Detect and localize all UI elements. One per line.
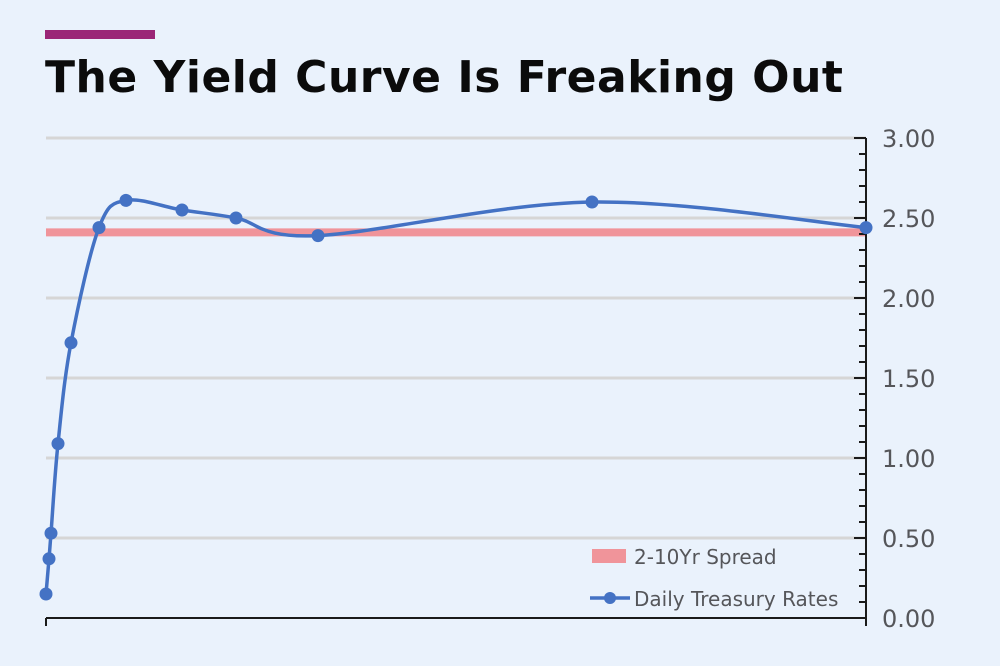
legend-rates-marker [604,592,616,604]
axes: 0.00 0.50 1.00 1.50 2.00 2.50 3.00 [45,125,935,633]
treasury-rate-point [64,336,78,350]
y-tick-label: 0.50 [882,525,935,553]
treasury-rate-point [585,195,599,209]
y-tick-label: 2.00 [882,285,935,313]
treasury-rate-point [51,437,65,451]
y-tick-label: 2.50 [882,205,935,233]
title-accent-bar [45,30,155,39]
chart-title: The Yield Curve Is Freaking Out [45,52,844,103]
treasury-rate-point [175,203,189,217]
treasury-rate-point [119,193,133,207]
legend-spread-label: 2-10Yr Spread [634,545,777,569]
treasury-rates-line [44,198,867,595]
legend: 2-10Yr Spread Daily Treasury Rates [590,545,838,611]
y-tick-label: 1.50 [882,365,935,393]
treasury-rate-point [92,221,106,235]
treasury-rate-point [44,526,58,540]
treasury-rate-point [859,221,873,235]
legend-spread-swatch [592,549,626,563]
y-tick-label: 0.00 [882,605,935,633]
legend-rates-label: Daily Treasury Rates [634,587,838,611]
treasury-rate-point [229,211,243,225]
series-layer [39,193,873,601]
gridlines [46,136,866,540]
treasury-rate-point [311,229,325,243]
treasury-rate-point [42,552,56,566]
y-tick-label: 3.00 [882,125,935,153]
treasury-rate-point [39,587,53,601]
y-tick-label: 1.00 [882,445,935,473]
